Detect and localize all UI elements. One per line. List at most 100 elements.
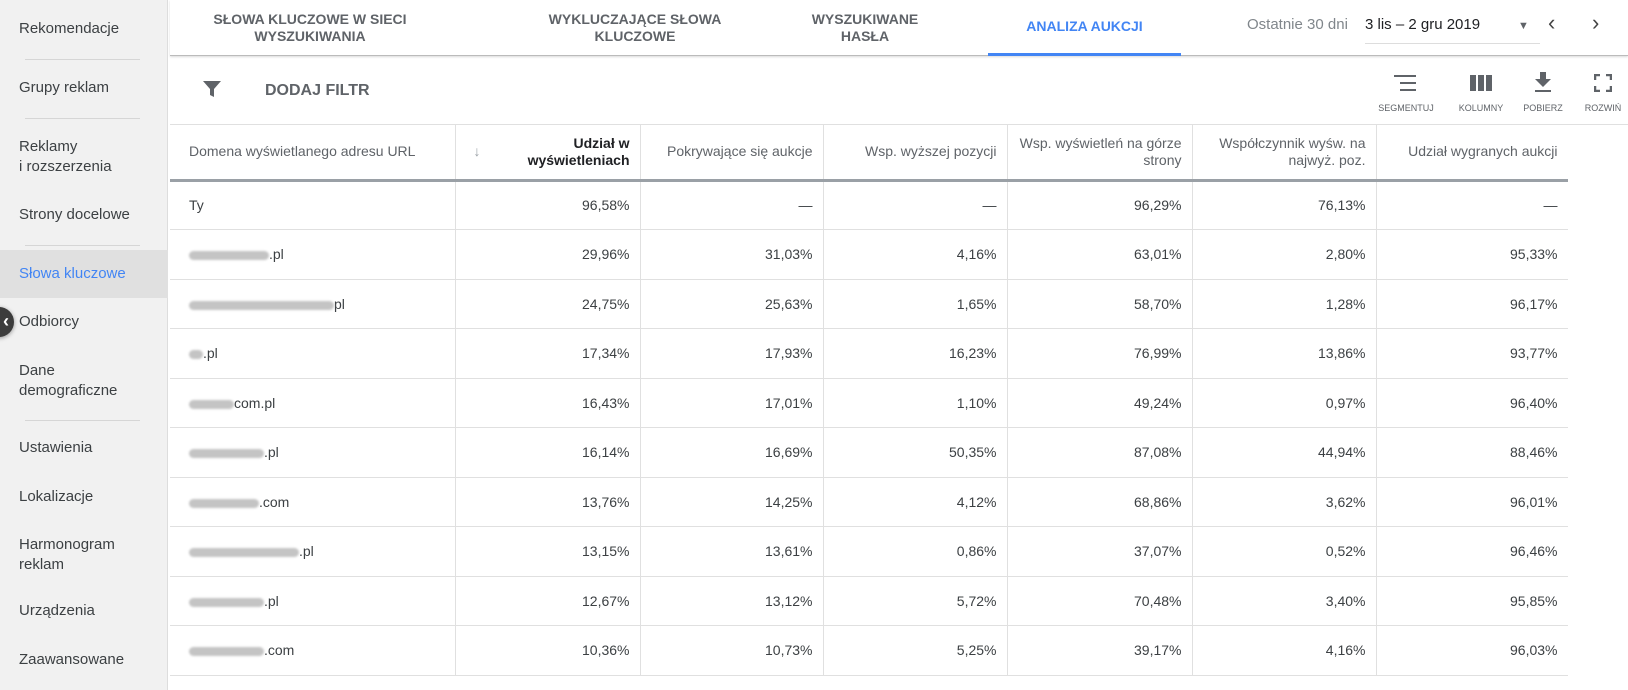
col-header-impression-share[interactable]: ↓ Udział w wyświetleniach [455,125,641,182]
tab-search-terms[interactable]: WYSZUKIWANE HASŁA [811,11,919,44]
metric-cell: 4,12% [823,477,1008,527]
domain-text: .pl [264,444,279,461]
table-row[interactable]: .pl 12,67% 13,12% 5,72% 70,48% 3,40% 95,85% [170,576,1569,626]
redacted-blur [189,399,234,409]
sidebar-item-reklamy[interactable]: Reklamy i rozszerzenia [19,138,112,175]
redacted-blur [189,647,264,657]
domain-cell: com.pl [170,378,456,428]
metric-cell: 16,14% [455,427,641,478]
metric-cell: 12,67% [455,576,641,626]
metric-cell: 0,52% [1192,526,1377,577]
domain-text: .com [264,642,295,659]
expand-label: ROZWIŃ [1584,103,1622,113]
metric-cell: 68,86% [1007,477,1193,527]
header-label: Udział w wyświetleniach [527,134,630,168]
columns-button[interactable]: KOLUMNY [1452,69,1510,113]
segment-button[interactable]: SEGMENTUJ [1377,69,1435,113]
domain-text: .pl [203,345,218,362]
sidebar-item-grupy-reklam[interactable]: Grupy reklam [19,79,110,96]
download-button[interactable]: POBIERZ [1517,69,1569,113]
domain-cell: .com [170,625,456,676]
columns-label: KOLUMNY [1458,103,1504,113]
metric-cell: 13,76% [455,477,641,527]
table-row[interactable]: com.pl 16,43% 17,01% 1,10% 49,24% 0,97% 96,40% [170,378,1569,428]
sidebar-item-harmonogram[interactable]: Harmonogram reklam [19,536,115,573]
date-range-label: Ostatnie 30 dni [1247,16,1348,33]
chevron-right-icon[interactable]: › [1592,10,1600,35]
sidebar-item-rekomendacje[interactable]: Rekomendacje [19,20,120,37]
col-header-outranking[interactable]: Udział wygranych aukcji [1376,125,1569,182]
table-row[interactable]: .pl 13,15% 13,61% 0,86% 37,07% 0,52% 96,46% [170,526,1569,577]
table-row[interactable]: .pl 16,14% 16,69% 50,35% 87,08% 44,94% 88,46% [170,427,1569,478]
download-icon [1517,69,1569,97]
domain-cell: .pl [170,229,456,280]
domain-text: .pl [269,246,284,263]
dropdown-arrow-icon[interactable]: ▼ [1518,20,1529,32]
metric-cell: 96,29% [1007,180,1193,230]
metric-cell: — [640,180,824,230]
metric-cell: 13,12% [640,576,824,626]
col-header-abs-top[interactable]: Współczynnik wyśw. na najwyż. poz. [1192,125,1377,182]
metric-cell: 4,16% [823,229,1008,280]
table-row[interactable]: .com 10,36% 10,73% 5,25% 39,17% 4,16% 96,03% [170,625,1569,676]
metric-cell: 5,25% [823,625,1008,676]
tab-keywords[interactable]: SŁOWA KLUCZOWE W SIECI WYSZUKIWANIA [213,11,407,44]
domain-text: .com [259,493,290,510]
divider [25,245,140,246]
col-header-overlap[interactable]: Pokrywające się aukcje [640,125,824,182]
date-range-select[interactable]: 3 lis – 2 gru 2019 [1365,16,1540,44]
domain-text: pl [334,295,345,312]
metric-cell: 13,15% [455,526,641,577]
redacted-blur [189,350,203,360]
table-row[interactable]: pl 24,75% 25,63% 1,65% 58,70% 1,28% 96,17% [170,279,1569,329]
table-row[interactable]: Ty 96,58% — —96,29% 76,13% — [170,180,1569,230]
filter-icon[interactable] [202,79,222,104]
sidebar-item-dane-demograficzne[interactable]: Dane demograficzne [19,362,118,399]
metric-cell: — [1376,180,1569,230]
table-row[interactable]: .com 13,76% 14,25% 4,12% 68,86% 3,62% 96,01% [170,477,1569,527]
sidebar-item-strony-docelowe[interactable]: Strony docelowe [19,206,130,223]
metric-cell: 16,23% [823,328,1008,379]
metric-cell: 96,17% [1376,279,1569,329]
sidebar: Rekomendacje Grupy reklam Reklamy i rozs… [0,0,168,690]
table-row[interactable]: .pl 29,96% 31,03% 4,16% 63,01% 2,80% 95,33% [170,229,1569,280]
scroll-area [1568,125,1628,690]
sort-arrow-icon: ↓ [473,143,481,159]
redacted-blur [189,498,259,508]
sidebar-item-urzadzenia[interactable]: Urządzenia [19,602,95,619]
metric-cell: 93,77% [1376,328,1569,379]
sidebar-item-slowa-kluczowe[interactable]: Słowa kluczowe [19,265,126,282]
metric-cell: 37,07% [1007,526,1193,577]
sidebar-item-ustawienia[interactable]: Ustawienia [19,439,93,456]
tab-auction-insights[interactable]: ANALIZA AUKCJI [988,0,1181,56]
tab-negative-keywords[interactable]: WYKLUCZAJĄCE SŁOWA KLUCZOWE [548,11,722,44]
collapse-sidebar-button[interactable]: ‹ [0,307,14,337]
redacted-blur [189,597,264,607]
metric-cell: 17,93% [640,328,824,379]
metric-cell: 14,25% [640,477,824,527]
divider [25,59,140,60]
metric-cell: 1,65% [823,279,1008,329]
table-row[interactable]: .pl 17,34% 17,93% 16,23% 76,99% 13,86% 93,77% [170,328,1569,379]
add-filter-button[interactable]: DODAJ FILTR [265,82,370,99]
expand-button[interactable]: ROZWIŃ [1580,69,1626,113]
metric-cell: 25,63% [640,279,824,329]
col-header-position-above[interactable]: Wsp. wyższej pozycji [823,125,1008,182]
metric-cell: 1,10% [823,378,1008,428]
metric-cell: 96,46% [1376,526,1569,577]
sidebar-item-zaawansowane[interactable]: Zaawansowane [19,651,125,668]
metric-cell: 76,99% [1007,328,1193,379]
metric-cell: 88,46% [1376,427,1569,478]
col-header-domain[interactable]: Domena wyświetlanego adresu URL [170,125,456,182]
filter-bar: DODAJ FILTR SEGMENTUJ KOLUMNY POBIERZ RO… [170,57,1628,125]
sidebar-item-lokalizacje[interactable]: Lokalizacje [19,488,94,505]
col-header-top-of-page[interactable]: Wsp. wyświetleń na górze strony [1007,125,1193,182]
domain-text: com.pl [234,394,276,411]
metric-cell: 0,86% [823,526,1008,577]
chevron-left-icon[interactable]: ‹ [1548,10,1556,35]
metric-cell: 39,17% [1007,625,1193,676]
domain-text: .pl [299,543,314,560]
metric-cell: 24,75% [455,279,641,329]
domain-cell: .pl [170,526,456,577]
sidebar-item-odbiorcy[interactable]: Odbiorcy [19,313,80,330]
